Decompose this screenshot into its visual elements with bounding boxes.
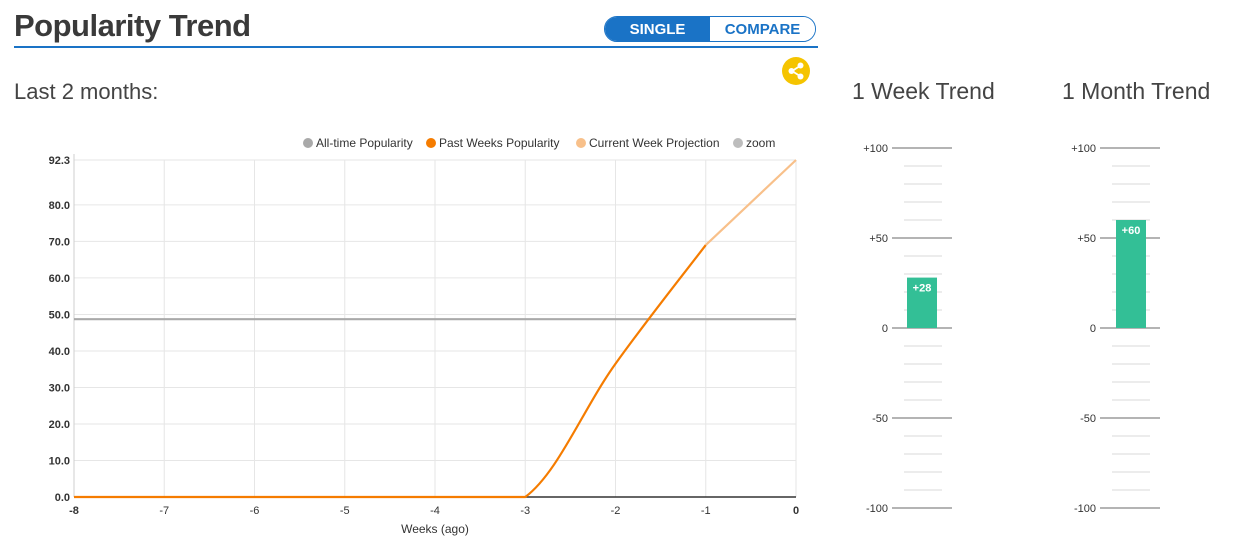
month-trend-bar [1116,220,1146,328]
y-tick-label: 60.0 [49,273,70,285]
x-tick-label: -7 [159,505,169,517]
month-trend-bar-label: +60 [1122,225,1141,237]
legend-item[interactable]: Current Week Projection [576,136,720,150]
week-trend-tick-label: +100 [863,143,888,155]
x-tick-label: -6 [250,505,260,517]
legend-marker [303,138,313,148]
legend-marker [576,138,586,148]
legend-item[interactable]: Past Weeks Popularity [426,136,560,150]
month-trend-tick-label: -100 [1074,503,1096,515]
month-trend-tick-label: -50 [1080,413,1096,425]
week-trend-title: 1 Week Trend [852,78,995,104]
x-axis-title: Weeks (ago) [401,522,469,536]
x-tick-label: -5 [340,505,350,517]
legend-label: Past Weeks Popularity [439,136,560,150]
month-trend-tick-label: 0 [1090,323,1096,335]
week-trend-tick-label: -100 [866,503,888,515]
month-trend-title: 1 Month Trend [1062,78,1211,104]
y-tick-label: 10.0 [49,455,70,467]
y-tick-label: 30.0 [49,382,70,394]
past-weeks-popularity-line [74,244,707,499]
legend-marker [733,138,743,148]
legend-label: Current Week Projection [589,136,720,150]
week-trend-bar [907,277,937,328]
legend-item[interactable]: zoom [733,136,775,150]
x-tick-label: -8 [69,505,79,517]
x-tick-label: 0 [793,505,799,517]
single-button[interactable]: SINGLE [605,17,710,41]
share-icon[interactable] [782,57,810,85]
legend-item[interactable]: All-time Popularity [303,136,413,150]
y-tick-label: 80.0 [49,200,70,212]
page-title: Popularity Trend [14,8,251,43]
compare-button[interactable]: COMPARE [710,17,815,41]
y-tick-label: 50.0 [49,309,70,321]
current-week-projection-line [704,159,797,246]
week-trend-tick-label: +50 [869,233,888,245]
x-tick-label: -1 [701,505,711,517]
title-underline [14,46,818,48]
week-trend-tick-label: -50 [872,413,888,425]
legend-label: All-time Popularity [316,136,413,150]
legend-marker [426,138,436,148]
month-trend-tick-label: +50 [1077,233,1096,245]
view-toggle: SINGLE COMPARE [604,16,816,42]
y-tick-label: 70.0 [49,236,70,248]
share-glyph [788,62,804,80]
x-tick-label: -3 [520,505,530,517]
period-label: Last 2 months: [14,79,159,104]
legend-label: zoom [746,136,775,150]
x-tick-label: -2 [611,505,621,517]
y-tick-label: 92.3 [49,155,70,167]
week-trend-bar-label: +28 [913,283,932,295]
x-tick-label: -4 [430,505,440,517]
chart-legend: All-time Popularity Past Weeks Popularity… [303,136,775,150]
y-tick-label: 0.0 [55,492,70,504]
y-tick-label: 40.0 [49,346,70,358]
month-trend-tick-label: +100 [1071,143,1096,155]
week-trend-tick-label: 0 [882,323,888,335]
y-tick-label: 20.0 [49,419,70,431]
